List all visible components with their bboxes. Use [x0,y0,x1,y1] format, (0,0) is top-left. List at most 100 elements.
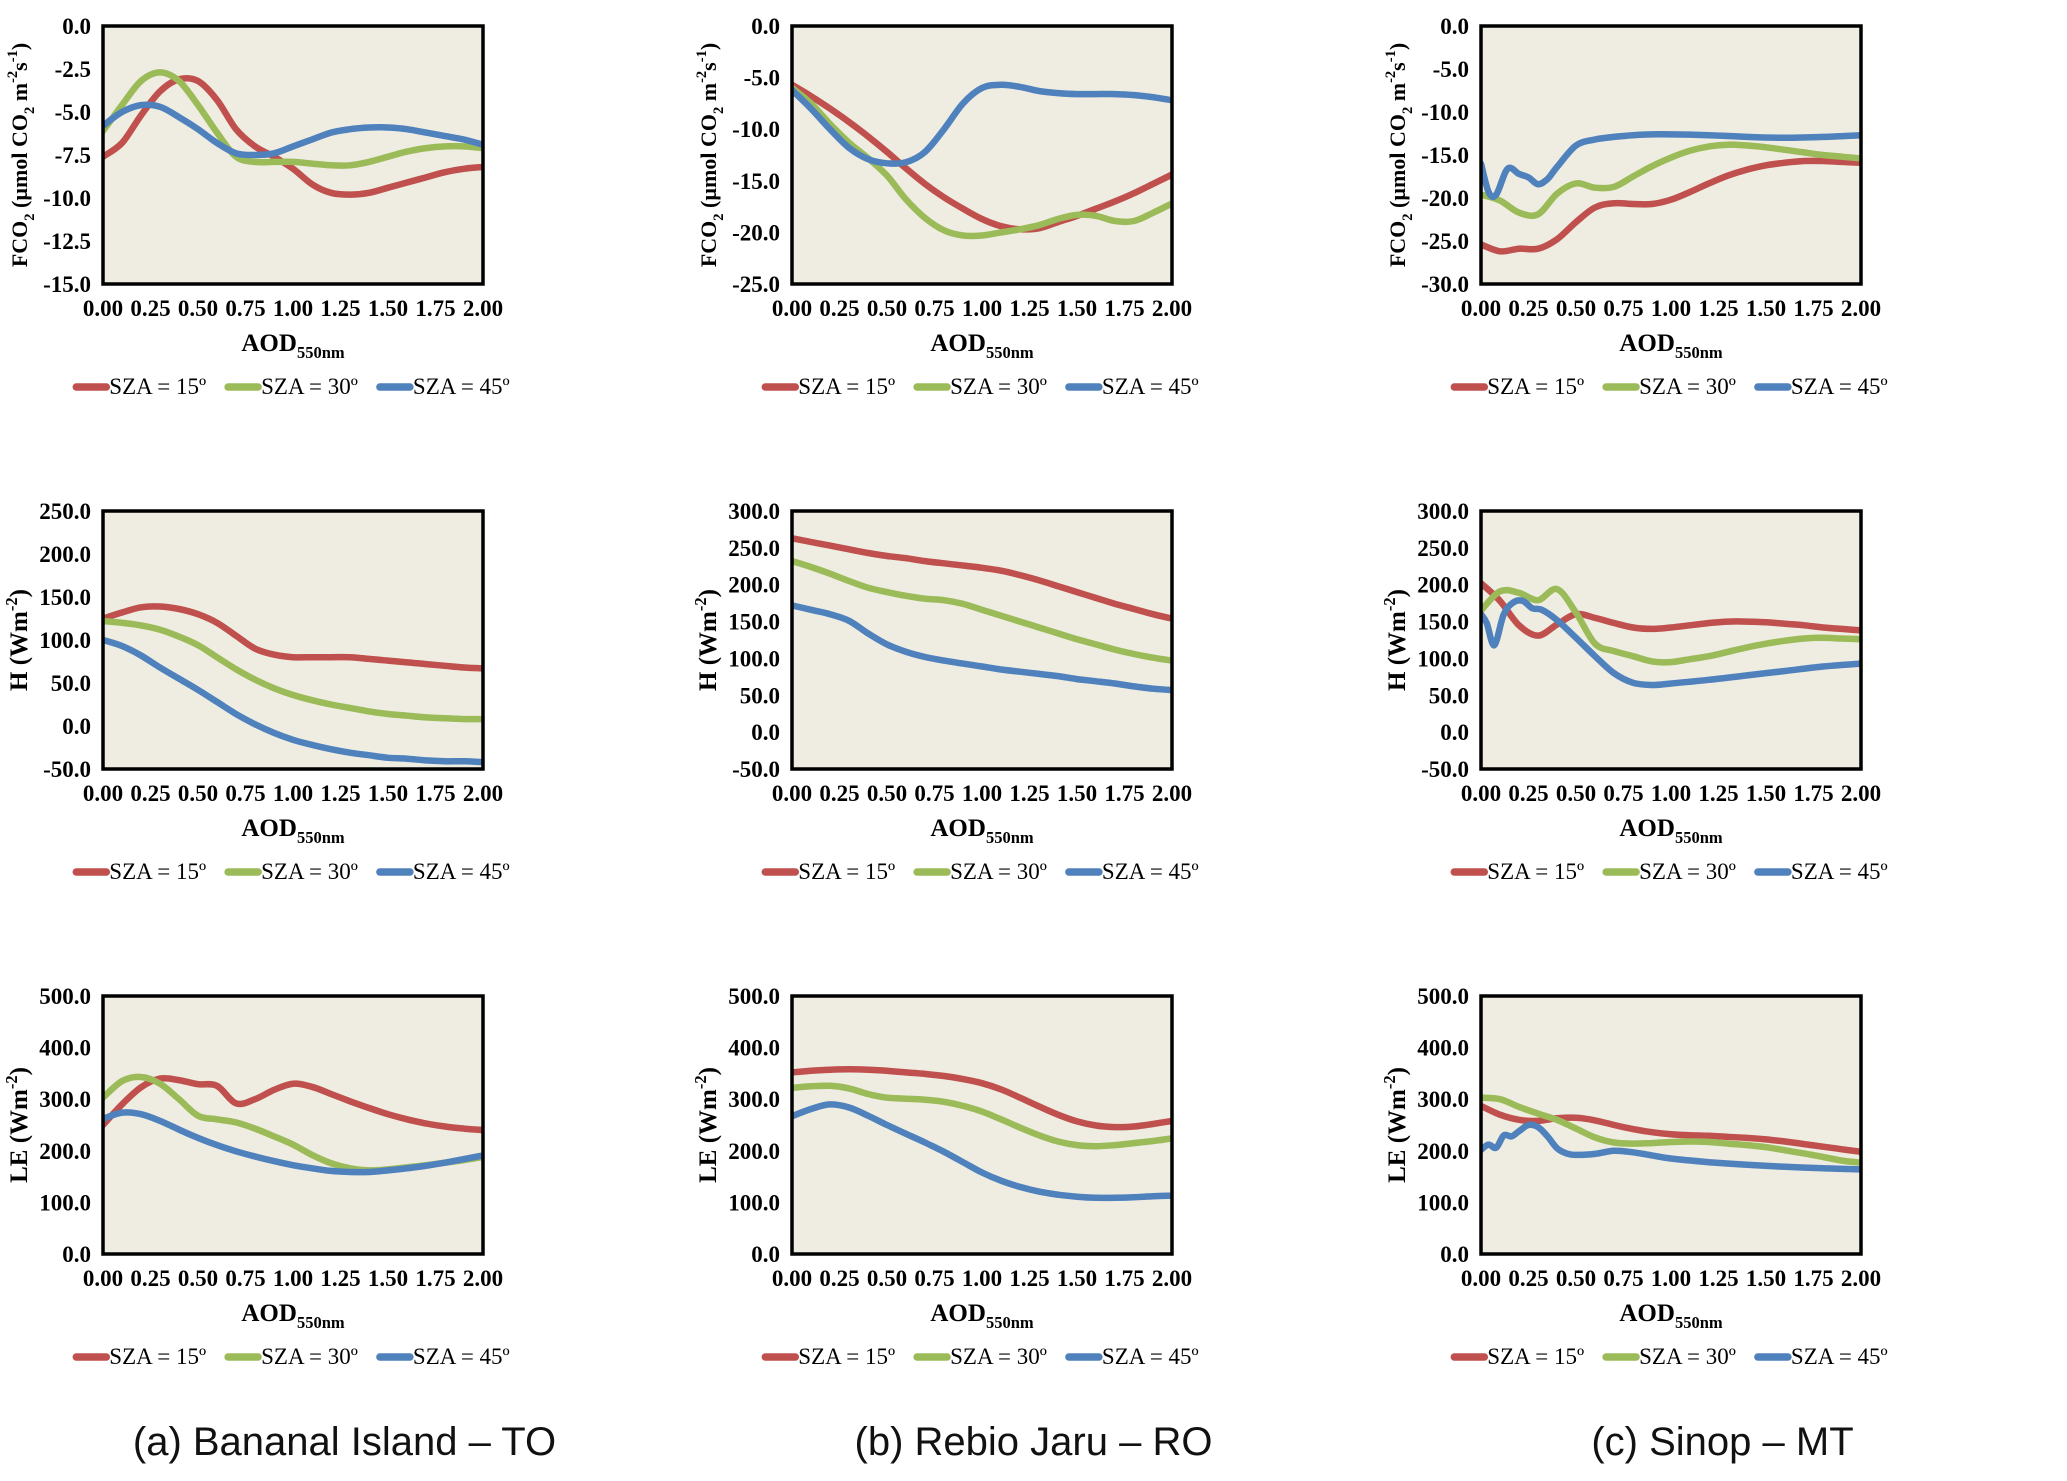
x-tick-label: 1.75 [1793,296,1833,321]
legend-label: SZA = 45º [413,859,510,884]
series-line-szaszaszaszaszasza30sza [792,84,1172,240]
legend-item: SZA = 45º [1754,374,1888,399]
series-line-szaszaszaszaszasza30sza [103,617,483,723]
x-tick-label: 1.25 [320,1266,360,1291]
y-tick-label: 50.0 [1429,683,1469,708]
legend-item: SZA = 45º [1754,1344,1888,1369]
x-tick-label: 0.75 [914,1266,954,1291]
legend: SZA = 15º SZA = 30º SZA = 45º [72,374,510,399]
x-axis-title: AOD550nm [1619,1300,1722,1332]
series-line-szaszaszaszaszasza45sza [792,81,1172,167]
y-tick-label: -15.0 [732,169,780,194]
y-tick-label: -15.0 [1421,143,1469,168]
legend-label: SZA = 15º [798,374,895,399]
x-tick-label: 0.00 [772,781,812,806]
x-tick-label: 1.75 [415,296,455,321]
chart-h-sinop: 300.0 250.0 200.0 150.0 100.0 50.0 0.0 -50.00.0… [1380,499,1888,884]
series-line-szaszaszaszaszasza45sza [1481,131,1861,200]
series-line-szaszaszaszaszasza45sza [1481,597,1861,689]
y-tick-label: -10.0 [43,186,91,211]
x-tick-label: 0.75 [1603,781,1643,806]
legend-item: SZA = 30º [1602,859,1736,884]
x-tick-label: 0.50 [1556,781,1596,806]
legend-item: SZA = 30º [1602,1344,1736,1369]
x-tick-label: 1.75 [415,1266,455,1291]
y-axis-title: LE (Wm-2) [1380,1067,1411,1183]
y-tick-label: 100.0 [39,628,91,653]
legend-label: SZA = 30º [950,374,1047,399]
y-tick-label: -30.0 [1421,272,1469,297]
y-tick-label: 200.0 [39,1139,91,1164]
y-tick-label: 400.0 [728,1036,780,1061]
panel-fco2-bananal: 0.0 -2.5 -5.0 -7.5 -10.0 -12.5 -15.0 0.00 0.25 0.… [0,0,689,485]
x-tick-label: 2.00 [1841,781,1881,806]
x-tick-label: 1.25 [1009,1266,1049,1291]
legend-label: SZA = 45º [1791,1344,1888,1369]
legend-label: SZA = 15º [109,1344,206,1369]
x-tick-label: 1.50 [1057,296,1097,321]
x-tick-label: 1.50 [1057,781,1097,806]
legend: SZA = 15º SZA = 30º SZA = 45º [1450,859,1888,884]
y-axis-title: H (Wm-2) [1380,589,1411,691]
legend-label: SZA = 45º [1102,1344,1199,1369]
y-axis-title: LE (Wm-2) [2,1067,33,1183]
x-tick-label: 0.00 [772,1266,812,1291]
legend-item: SZA = 30º [913,1344,1047,1369]
x-tick-label: 0.25 [819,296,859,321]
legend-item: SZA = 45º [376,374,510,399]
y-tick-label: 300.0 [728,1087,780,1112]
y-tick-label: 500.0 [39,984,91,1009]
y-tick-label: 0.0 [1440,720,1469,745]
x-tick-label: 0.25 [1508,781,1548,806]
x-tick-label: 0.00 [83,1266,123,1291]
x-tick-label: 0.25 [130,1266,170,1291]
x-tick-label: 0.00 [83,296,123,321]
x-tick-label: 1.75 [1104,1266,1144,1291]
legend: SZA = 15º SZA = 30º SZA = 45º [1450,1344,1888,1369]
x-tick-label: 2.00 [1152,781,1192,806]
legend-label: SZA = 45º [1102,859,1199,884]
x-tick-label: 1.50 [1057,1266,1097,1291]
series-line-szaszaszaszaszasza15sza [792,1066,1172,1131]
y-tick-label: 150.0 [39,585,91,610]
panel-h-sinop: 300.0 250.0 200.0 150.0 100.0 50.0 0.0 -50.0 0.0… [1378,485,2067,970]
x-axis-title: AOD550nm [241,815,344,847]
y-tick-label: 0.0 [1440,1242,1469,1267]
legend-item: SZA = 45º [1065,1344,1199,1369]
series-line-szaszaszaszaszasza30sza [792,557,1172,664]
x-axis-title: AOD550nm [1619,330,1722,362]
x-tick-label: 0.75 [1603,1266,1643,1291]
series-line-szaszaszaszaszasza15sza [792,535,1172,622]
x-tick-label: 1.00 [273,781,313,806]
plot-border [1479,994,1863,1256]
legend-label: SZA = 30º [1639,1344,1736,1369]
x-tick-label: 0.75 [914,781,954,806]
legend-label: SZA = 30º [1639,859,1736,884]
y-tick-label: 200.0 [728,1139,780,1164]
x-tick-label: 1.25 [1698,296,1738,321]
legend-item: SZA = 30º [913,374,1047,399]
chart-fco2-bananal: 0.0 -2.5 -5.0 -7.5 -10.0 -12.5 -15.00.00 0.25 0.… [5,14,510,399]
y-tick-label: 400.0 [39,1036,91,1061]
legend-item: SZA = 30º [913,859,1047,884]
y-axis-title: FCO2 (µmol CO2 m-2s-1) [694,43,727,267]
legend-label: SZA = 15º [798,1344,895,1369]
x-tick-label: 0.50 [178,1266,218,1291]
y-axis-title: LE (Wm-2) [691,1067,722,1183]
y-tick-label: 0.0 [62,714,91,739]
series-line-szaszaszaszaszasza15sza [103,603,483,672]
x-tick-label: 1.75 [1793,1266,1833,1291]
x-tick-label: 1.00 [962,1266,1002,1291]
y-tick-label: 200.0 [1417,1139,1469,1164]
y-tick-label: 100.0 [1417,646,1469,671]
x-axis-title: AOD550nm [930,330,1033,362]
x-tick-label: 1.75 [415,781,455,806]
plot-border [101,24,485,286]
chart-h-rebio: 300.0 250.0 200.0 150.0 100.0 50.0 0.0 -50.00.0… [691,499,1199,884]
x-tick-label: 0.25 [1508,1266,1548,1291]
panel-fco2-rebio: 0.0 -5.0 -10.0 -15.0 -20.0 -25.0 0.00 0.25 0.50 0… [689,0,1378,485]
x-tick-label: 2.00 [1152,1266,1192,1291]
legend-item: SZA = 45º [376,859,510,884]
y-axis-title: FCO2 (µmol CO2 m-2s-1) [5,43,38,267]
series-line-szaszaszaszaszasza15sza [103,74,483,198]
